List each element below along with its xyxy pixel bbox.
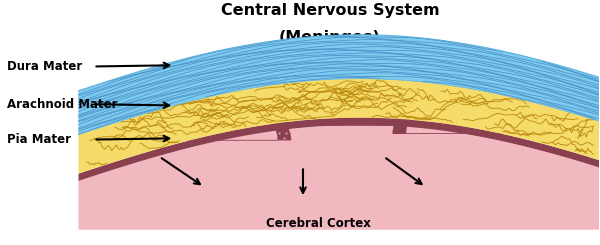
Polygon shape [154, 99, 291, 140]
Polygon shape [406, 97, 517, 133]
Text: Dura Mater: Dura Mater [7, 60, 82, 73]
Polygon shape [286, 89, 398, 125]
Polygon shape [79, 125, 599, 230]
Text: Pia Mater: Pia Mater [7, 133, 71, 146]
Polygon shape [79, 79, 599, 174]
Text: (Meninges): (Meninges) [279, 30, 381, 45]
Polygon shape [79, 118, 599, 181]
Text: Arachnoid Mater: Arachnoid Mater [7, 98, 117, 111]
Polygon shape [167, 104, 278, 140]
Polygon shape [273, 84, 411, 125]
Text: Cerebral Cortex: Cerebral Cortex [266, 217, 370, 230]
Polygon shape [393, 92, 530, 133]
Text: Central Nervous System: Central Nervous System [221, 3, 439, 18]
Polygon shape [79, 35, 599, 135]
